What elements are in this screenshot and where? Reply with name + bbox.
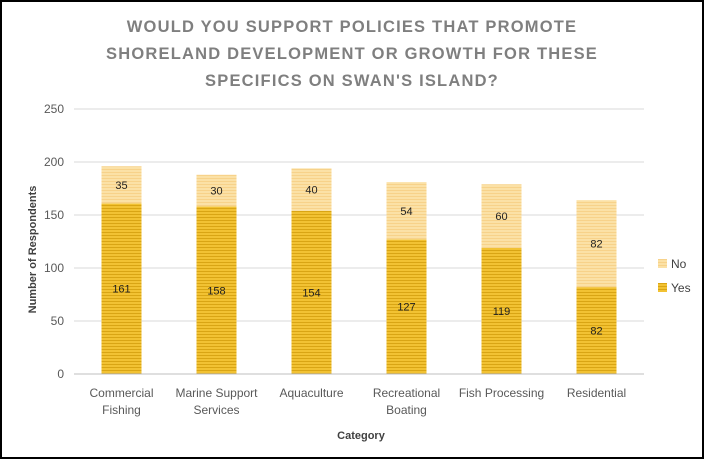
x-tick-label: Services xyxy=(193,403,239,417)
bar-no-2 xyxy=(291,168,332,211)
x-tick-label: Residential xyxy=(567,386,626,400)
bar-yes-1 xyxy=(196,206,237,374)
x-tick-label: Fish Processing xyxy=(459,386,544,400)
x-tick-label: Recreational xyxy=(373,386,440,400)
bar-no-5 xyxy=(576,200,617,288)
bar-yes-4 xyxy=(481,247,522,374)
bar-no-0 xyxy=(101,166,142,204)
bars xyxy=(101,166,617,374)
chart-title-line-2: SHORELAND DEVELOPMENT OR GROWTH FOR THES… xyxy=(106,45,598,63)
data-label-no: 60 xyxy=(495,211,507,223)
gridlines xyxy=(74,108,644,375)
data-labels: 161 35 158 30 154 40 127 54 119 60 82 82 xyxy=(112,180,602,338)
data-label-no: 30 xyxy=(210,186,222,198)
legend-swatch-yes xyxy=(658,283,667,292)
x-tick-label: Fishing xyxy=(102,403,141,417)
y-tick-label: 250 xyxy=(44,102,64,116)
bar-yes-0 xyxy=(101,203,142,374)
y-tick-label: 0 xyxy=(57,367,64,381)
chart-title-line-1: WOULD YOU SUPPORT POLICIES THAT PROMOTE xyxy=(126,18,578,36)
data-label-yes: 161 xyxy=(112,284,130,296)
y-axis-title: Number of Respondents xyxy=(27,186,39,314)
data-label-no: 35 xyxy=(115,180,127,192)
data-label-yes: 119 xyxy=(493,306,511,318)
y-tick-label: 50 xyxy=(51,314,65,328)
data-label-yes: 154 xyxy=(302,287,320,299)
y-tick-label: 200 xyxy=(44,155,64,169)
x-tick-label: Marine Support xyxy=(175,386,258,400)
data-label-no: 54 xyxy=(400,206,412,218)
bar-no-1 xyxy=(196,174,237,207)
data-label-yes: 127 xyxy=(397,302,415,314)
bar-yes-5 xyxy=(576,287,617,374)
bar-yes-3 xyxy=(386,239,427,374)
data-label-no: 40 xyxy=(305,185,317,197)
chart-title: WOULD YOU SUPPORT POLICIES THAT PROMOTE … xyxy=(62,14,642,95)
x-axis-title: Category xyxy=(337,430,386,442)
legend-label-yes: Yes xyxy=(671,281,691,295)
y-tick-label: 150 xyxy=(44,208,64,222)
chart-title-line-3: SPECIFICS ON SWAN'S ISLAND? xyxy=(205,72,499,90)
data-label-yes: 158 xyxy=(207,285,225,297)
legend-label-no: No xyxy=(671,257,687,271)
bar-no-3 xyxy=(386,182,427,240)
legend: No Yes xyxy=(658,257,691,295)
data-label-yes: 82 xyxy=(590,326,602,338)
y-tick-label: 100 xyxy=(44,261,64,275)
legend-swatch-no xyxy=(658,259,667,268)
x-tick-label: Boating xyxy=(386,403,427,417)
data-label-no: 82 xyxy=(590,239,602,251)
bar-yes-2 xyxy=(291,210,332,374)
axes: 0 50 100 150 200 250 Commercial Fishing Marine S… xyxy=(27,102,644,442)
x-tick-label: Commercial xyxy=(89,386,153,400)
x-tick-label: Aquaculture xyxy=(279,386,343,400)
bar-no-4 xyxy=(481,184,522,248)
